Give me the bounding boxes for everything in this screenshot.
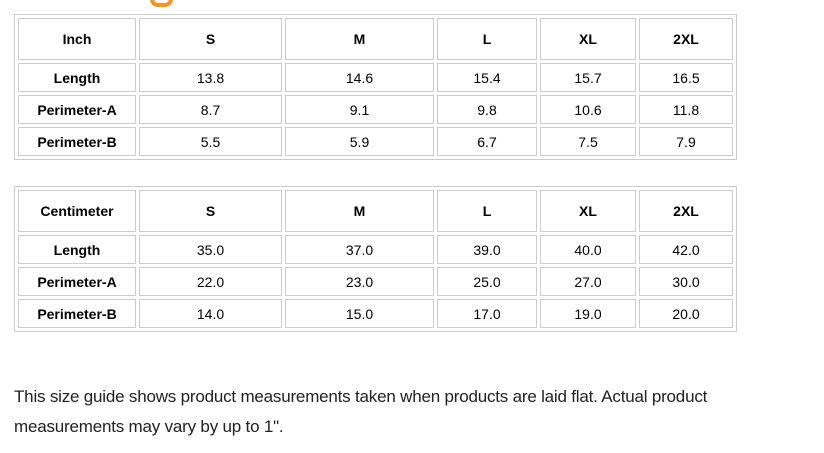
value-cell: 5.9 <box>285 127 434 156</box>
table-row-perimeter-b: Perimeter-B 14.0 15.0 17.0 19.0 20.0 <box>18 299 733 328</box>
value-cell: 22.0 <box>139 267 282 296</box>
size-guide-disclaimer: This size guide shows product measuremen… <box>14 382 814 442</box>
unit-header-cell: Inch <box>18 18 136 60</box>
row-label-cell: Perimeter-B <box>18 299 136 328</box>
value-cell: 10.6 <box>540 95 636 124</box>
size-table-centimeter: Centimeter S M L XL 2XL Length 35.0 37.0… <box>14 186 737 332</box>
size-table-inch: Inch S M L XL 2XL Length 13.8 14.6 15.4 … <box>14 14 737 160</box>
size-column-header-s: S <box>139 18 282 60</box>
value-cell: 19.0 <box>540 299 636 328</box>
value-cell: 35.0 <box>139 235 282 264</box>
size-column-header-m: M <box>285 190 434 232</box>
value-cell: 20.0 <box>639 299 733 328</box>
table-row-perimeter-a: Perimeter-A 8.7 9.1 9.8 10.6 11.8 <box>18 95 733 124</box>
value-cell: 6.7 <box>437 127 537 156</box>
row-label-cell: Perimeter-A <box>18 267 136 296</box>
value-cell: 9.1 <box>285 95 434 124</box>
value-cell: 14.6 <box>285 63 434 92</box>
value-cell: 17.0 <box>437 299 537 328</box>
value-cell: 7.5 <box>540 127 636 156</box>
value-cell: 11.8 <box>639 95 733 124</box>
value-cell: 14.0 <box>139 299 282 328</box>
table-row-perimeter-a: Perimeter-A 22.0 23.0 25.0 27.0 30.0 <box>18 267 733 296</box>
table-row-length: Length 35.0 37.0 39.0 40.0 42.0 <box>18 235 733 264</box>
value-cell: 27.0 <box>540 267 636 296</box>
value-cell: 7.9 <box>639 127 733 156</box>
size-column-header-l: L <box>437 18 537 60</box>
value-cell: 15.0 <box>285 299 434 328</box>
size-column-header-m: M <box>285 18 434 60</box>
unit-header-cell: Centimeter <box>18 190 136 232</box>
size-tables-section: Inch S M L XL 2XL Length 13.8 14.6 15.4 … <box>14 14 737 332</box>
value-cell: 15.4 <box>437 63 537 92</box>
row-label-cell: Perimeter-B <box>18 127 136 156</box>
header-row: Centimeter S M L XL 2XL <box>18 190 733 232</box>
value-cell: 15.7 <box>540 63 636 92</box>
value-cell: 5.5 <box>139 127 282 156</box>
table-row-perimeter-b: Perimeter-B 5.5 5.9 6.7 7.5 7.9 <box>18 127 733 156</box>
row-label-cell: Perimeter-A <box>18 95 136 124</box>
size-column-header-s: S <box>139 190 282 232</box>
value-cell: 25.0 <box>437 267 537 296</box>
value-cell: 13.8 <box>139 63 282 92</box>
value-cell: 9.8 <box>437 95 537 124</box>
size-column-header-xl: XL <box>540 190 636 232</box>
row-label-cell: Length <box>18 63 136 92</box>
value-cell: 30.0 <box>639 267 733 296</box>
value-cell: 39.0 <box>437 235 537 264</box>
clipped-heading-glyph <box>150 0 173 7</box>
value-cell: 23.0 <box>285 267 434 296</box>
row-label-cell: Length <box>18 235 136 264</box>
disclaimer-line-2: measurements may vary by up to 1". <box>14 417 284 436</box>
value-cell: 8.7 <box>139 95 282 124</box>
disclaimer-line-1: This size guide shows product measuremen… <box>14 387 708 406</box>
value-cell: 37.0 <box>285 235 434 264</box>
size-column-header-2xl: 2XL <box>639 190 733 232</box>
value-cell: 16.5 <box>639 63 733 92</box>
value-cell: 42.0 <box>639 235 733 264</box>
table-row-length: Length 13.8 14.6 15.4 15.7 16.5 <box>18 63 733 92</box>
size-column-header-l: L <box>437 190 537 232</box>
size-column-header-xl: XL <box>540 18 636 60</box>
size-column-header-2xl: 2XL <box>639 18 733 60</box>
value-cell: 40.0 <box>540 235 636 264</box>
header-row: Inch S M L XL 2XL <box>18 18 733 60</box>
